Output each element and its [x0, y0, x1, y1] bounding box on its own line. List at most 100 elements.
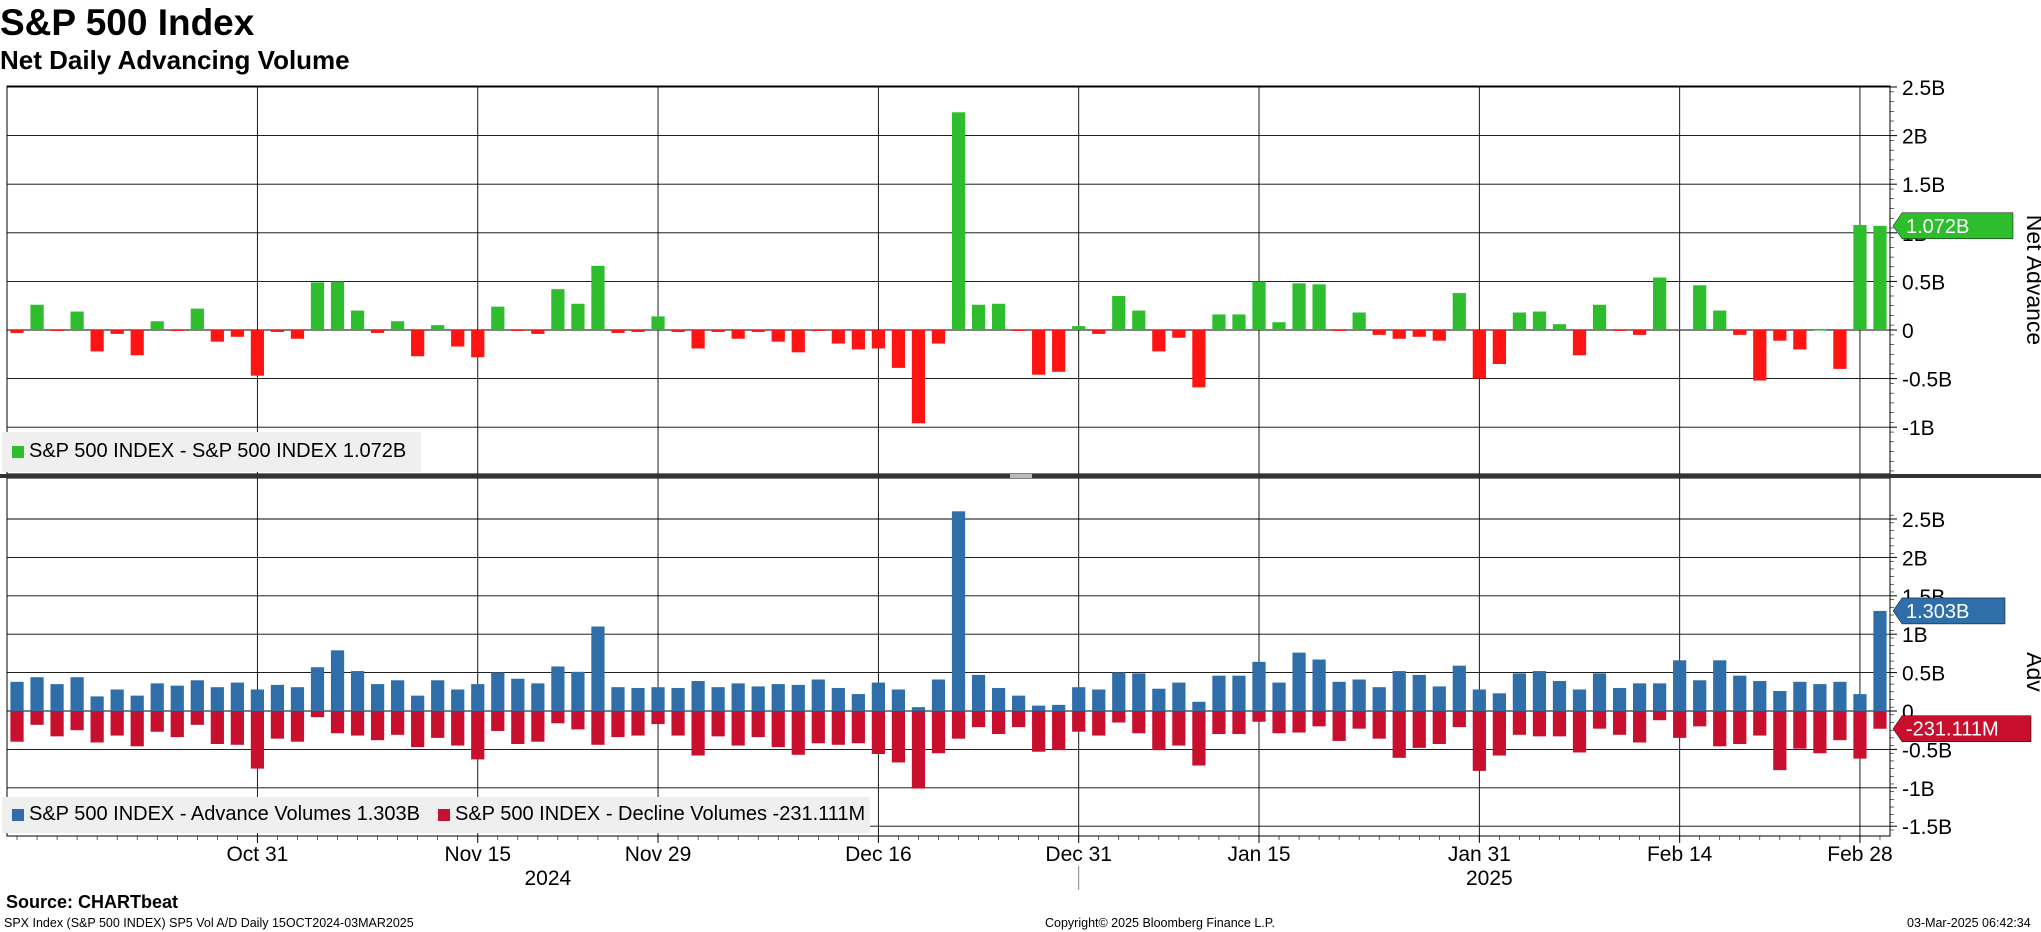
bar: [1072, 687, 1086, 711]
bar: [1833, 330, 1847, 369]
bar: [150, 321, 164, 330]
source-note: Source: CHARTbeat: [6, 892, 179, 912]
bar: [1452, 711, 1466, 728]
bar: [1012, 330, 1026, 331]
bar: [1532, 311, 1547, 330]
legend-swatch-red: [438, 808, 450, 821]
legend-label-advance-volumes: S&P 500 INDEX - Advance Volumes 1.303B: [29, 803, 420, 825]
bar: [511, 330, 525, 331]
bar: [310, 282, 325, 330]
last-value-callout-advance-text: 1.303B: [1906, 601, 1969, 623]
bar: [210, 330, 224, 342]
bar: [691, 330, 705, 349]
bar: [1492, 711, 1506, 756]
bar: [1452, 665, 1466, 711]
bar: [691, 711, 705, 756]
bar: [90, 330, 104, 352]
top-legend: S&P 500 INDEX - S&P 500 INDEX 1.072B: [2, 432, 421, 472]
bar: [1733, 675, 1747, 711]
bar: [751, 711, 765, 738]
bar: [471, 330, 485, 358]
bar: [50, 684, 64, 711]
bar: [1813, 330, 1827, 331]
bar: [1052, 711, 1066, 751]
bar: [811, 679, 825, 711]
bar: [1092, 711, 1106, 736]
x-tick-label: Nov 15: [444, 843, 511, 866]
bar: [651, 687, 665, 711]
bar: [1352, 711, 1366, 729]
bar: [531, 330, 545, 334]
plot-border: [6, 85, 1891, 475]
bar: [631, 711, 645, 736]
bar: [110, 689, 124, 711]
x-tick-label: Oct 31: [226, 843, 288, 866]
y-tick-label: 2B: [1902, 126, 1928, 149]
bar: [591, 711, 605, 745]
bar: [1612, 330, 1627, 331]
bar: [1192, 701, 1206, 711]
bar: [1632, 330, 1647, 335]
bar: [1673, 329, 1687, 330]
bar: [971, 674, 986, 711]
bar: [370, 684, 385, 711]
bar: [1512, 312, 1527, 330]
bar: [70, 677, 84, 711]
bar: [50, 330, 64, 331]
bar: [1072, 711, 1086, 732]
bar: [1572, 330, 1587, 356]
bar: [370, 330, 385, 333]
bar: [831, 687, 845, 711]
bar: [991, 687, 1006, 711]
bar: [1853, 694, 1867, 711]
bar: [270, 684, 285, 711]
bar: [471, 711, 485, 760]
bar: [190, 308, 204, 330]
bar: [1252, 281, 1266, 330]
last-value-callout-net-shape: [1892, 212, 2014, 240]
bar: [1152, 330, 1166, 352]
legend-swatch-blue: [12, 808, 24, 821]
bar: [871, 682, 885, 711]
bar: [671, 330, 685, 332]
bar: [1793, 681, 1807, 711]
bar: [1232, 314, 1246, 330]
bar: [511, 678, 525, 711]
bar: [1592, 673, 1607, 711]
bar: [1713, 660, 1727, 711]
bar: [170, 685, 184, 711]
x-year-label: 2025: [1466, 867, 1513, 890]
bar: [1693, 711, 1707, 727]
bar: [1132, 711, 1146, 734]
bar: [1372, 687, 1386, 711]
footer-left-note: SPX Index (S&P 500 INDEX) SP5 Vol A/D Da…: [4, 916, 414, 930]
bar: [290, 711, 305, 742]
bar: [1432, 330, 1446, 341]
bar: [1592, 711, 1607, 729]
bar: [991, 711, 1006, 735]
bar: [1472, 330, 1486, 379]
bar: [711, 687, 725, 711]
bar: [1052, 704, 1066, 711]
bar: [290, 330, 305, 339]
y-tick-label: 2B: [1902, 547, 1928, 570]
y-tick-label: 0.5B: [1902, 271, 1945, 294]
bar: [571, 711, 585, 730]
bar: [431, 325, 445, 330]
bar: [411, 711, 425, 748]
x-tick-label: Feb 28: [1827, 843, 1892, 866]
bar: [611, 687, 625, 711]
bar: [1873, 225, 1887, 330]
bar: [190, 711, 204, 725]
bar: [250, 689, 265, 711]
bar: [1452, 293, 1466, 330]
y-tick-label: -1B: [1902, 417, 1935, 440]
bar: [891, 689, 906, 711]
bar: [1673, 711, 1687, 738]
bar: [130, 695, 144, 711]
bar: [170, 330, 184, 331]
bar: [110, 711, 124, 736]
bar: [1853, 711, 1867, 759]
